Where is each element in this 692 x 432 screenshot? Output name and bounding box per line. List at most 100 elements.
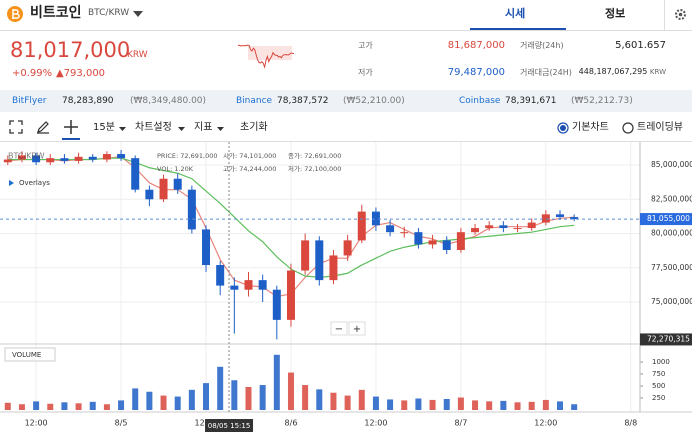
tab[interactable]: 시세 bbox=[505, 7, 526, 20]
volume-bar bbox=[217, 366, 224, 410]
exchange-ref: (₩52,212.73) bbox=[571, 96, 633, 106]
x-tick-label: 8/5 bbox=[115, 419, 128, 428]
ohlc-info: VOL: 1.20K bbox=[157, 165, 194, 173]
candle-body bbox=[414, 232, 423, 245]
volume-bar bbox=[33, 401, 40, 410]
stat-value: 5,601.657 bbox=[615, 40, 666, 51]
candle-body bbox=[556, 214, 564, 218]
volume-bar bbox=[571, 404, 578, 410]
volume-bar bbox=[245, 386, 252, 410]
settings-icon[interactable] bbox=[673, 7, 688, 22]
candle-body bbox=[216, 265, 225, 286]
candle-body bbox=[315, 240, 324, 281]
volume-bar bbox=[387, 399, 394, 410]
zoom-button[interactable] bbox=[330, 321, 348, 336]
mode[interactable]: 트레이딩뷰 bbox=[637, 122, 683, 133]
candle-body bbox=[3, 159, 12, 163]
fullscreen-icon[interactable] bbox=[9, 120, 23, 134]
candle-body bbox=[244, 280, 253, 290]
candle-body bbox=[386, 225, 395, 233]
candle-body bbox=[17, 155, 26, 160]
sparkline-line bbox=[237, 44, 295, 69]
y-tick-label: 85,000,000 bbox=[651, 160, 692, 169]
reset[interactable]: 초기화 bbox=[240, 122, 268, 133]
volume-bar bbox=[472, 400, 479, 410]
exchange-name: Binance bbox=[236, 96, 273, 106]
interval[interactable]: 15분 bbox=[93, 122, 115, 133]
volume-tick-label: 1000 bbox=[652, 358, 670, 366]
exchange-bar bbox=[0, 90, 692, 112]
candle-body bbox=[202, 229, 211, 266]
volume-bar bbox=[89, 401, 96, 410]
stat-value: 448,187,067,295 KRW bbox=[579, 68, 666, 76]
volume-label-box bbox=[4, 347, 56, 362]
stat-value-number: 448,187,067,295 bbox=[578, 67, 648, 76]
pair: BTC/KRW bbox=[88, 8, 130, 18]
zoom-label[interactable]: + bbox=[353, 324, 361, 335]
candle-body bbox=[159, 178, 168, 200]
overlay-arrow bbox=[9, 180, 14, 186]
volume-bar bbox=[330, 392, 337, 410]
change: ▲793,000 bbox=[56, 68, 106, 79]
candle-body bbox=[329, 255, 338, 281]
symbol-label: BTC/KRW bbox=[8, 152, 45, 161]
exchange-name: Coinbase bbox=[459, 96, 501, 106]
caret bbox=[178, 127, 185, 131]
candle-body bbox=[400, 232, 409, 234]
volume-bar bbox=[486, 401, 493, 410]
current-price-label: 81,055,000 bbox=[647, 214, 690, 223]
candle-body bbox=[343, 240, 352, 256]
ohlc-info: 종가: 72,691,000 bbox=[288, 151, 341, 160]
candle-body bbox=[74, 156, 83, 161]
candle-body bbox=[32, 155, 41, 163]
price: 81,017,000 bbox=[10, 38, 131, 62]
volume-bar bbox=[47, 403, 54, 410]
ohlc-info: PRICE: 72,691,000 bbox=[157, 152, 217, 160]
price-unit: KRW bbox=[127, 50, 148, 60]
ohlc-info: 저가: 72,100,000 bbox=[288, 164, 341, 173]
coin-icon bbox=[7, 6, 23, 22]
current-price-box bbox=[640, 213, 692, 226]
exchange-price: 78,283,890 bbox=[62, 96, 114, 106]
stat-label: 고가 bbox=[358, 41, 373, 50]
volume-label: VOLUME bbox=[12, 351, 41, 359]
volume-bar bbox=[273, 354, 280, 410]
crosshair-icon[interactable] bbox=[62, 118, 80, 140]
candle-body bbox=[541, 214, 550, 223]
chart-settings[interactable]: 차트설정 bbox=[135, 122, 172, 133]
volume-tick-label: 750 bbox=[652, 370, 665, 378]
candle-body bbox=[258, 280, 267, 290]
stat-label: 저가 bbox=[358, 68, 373, 77]
zoom-button[interactable] bbox=[348, 321, 366, 336]
coin-name: 비트코인 bbox=[30, 5, 82, 21]
zoom-label[interactable]: − bbox=[335, 324, 343, 335]
tab[interactable]: 정보 bbox=[605, 7, 626, 20]
candle-body bbox=[88, 156, 97, 160]
radio-on[interactable] bbox=[557, 122, 569, 134]
volume-bar bbox=[528, 401, 535, 410]
stat-value: 81,687,000 bbox=[447, 40, 505, 51]
x-tick-label: 12:00 bbox=[364, 419, 387, 428]
candle-body bbox=[471, 228, 480, 233]
exchange-ref: (₩8,349,480.00) bbox=[130, 96, 207, 106]
draw-icon[interactable] bbox=[36, 120, 50, 134]
tab-underline bbox=[470, 28, 566, 30]
indicators[interactable]: 지표 bbox=[194, 122, 213, 133]
volume-bar bbox=[287, 372, 294, 410]
x-tick-label: 12:00 bbox=[25, 419, 48, 428]
radio-off[interactable] bbox=[622, 122, 634, 134]
volume-bar bbox=[401, 400, 408, 410]
candle-body bbox=[357, 211, 366, 241]
y-tick-label: 80,000,000 bbox=[651, 229, 692, 238]
volume-bar bbox=[259, 385, 266, 410]
mode[interactable]: 기본차트 bbox=[572, 122, 609, 133]
change-pct: +0.99% bbox=[12, 68, 53, 79]
caret bbox=[217, 127, 224, 131]
sparkline-bg bbox=[248, 46, 292, 60]
dropdown[interactable] bbox=[133, 10, 143, 18]
chart: 75,000,000 77,500,000 80,000,000 82,500,000… bbox=[0, 142, 692, 432]
candle-body bbox=[145, 189, 154, 200]
candle-body bbox=[527, 222, 536, 229]
volume-bar bbox=[302, 385, 309, 410]
overlays-label: Overlays bbox=[19, 179, 50, 187]
